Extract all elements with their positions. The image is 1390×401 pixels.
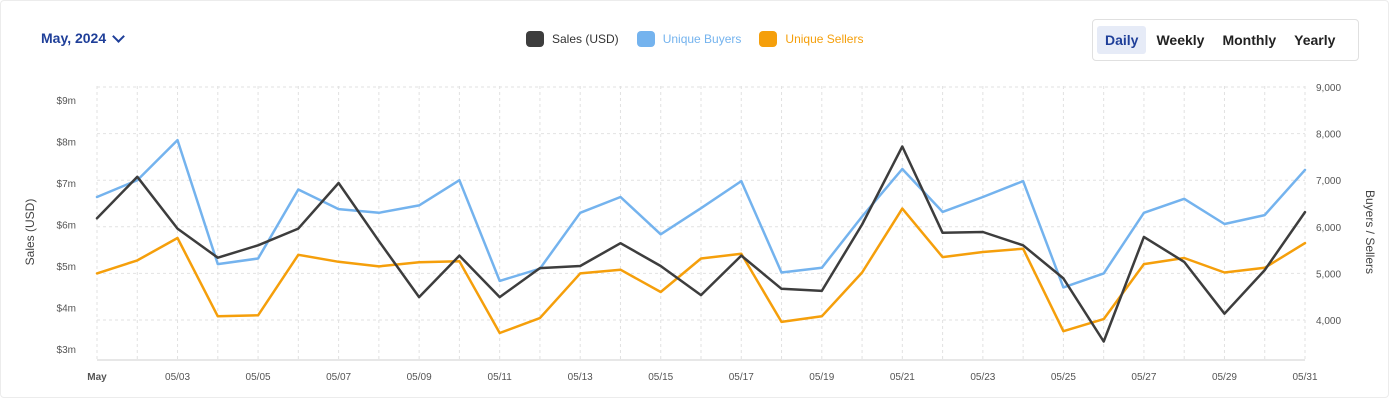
y-right-tick-label: 6,000 (1316, 223, 1341, 234)
x-tick-label: 05/21 (890, 372, 915, 383)
y-left-tick-label: $6m (57, 221, 76, 232)
chart-legend: Sales (USD) Unique Buyers Unique Sellers (526, 31, 863, 47)
tab-weekly[interactable]: Weekly (1156, 32, 1205, 48)
y-left-tick-label: $9m (57, 96, 76, 107)
x-tick-label: 05/17 (729, 372, 754, 383)
series-line-sales (95, 145, 1307, 343)
period-tabs: Daily Weekly Monthly Yearly (1092, 19, 1359, 61)
legend-swatch-sales (526, 31, 544, 47)
x-tick-label: 05/03 (165, 372, 190, 383)
y-left-tick-label: $4m (57, 304, 76, 315)
x-tick-label: 05/11 (488, 372, 513, 383)
x-tick-label: 05/29 (1212, 372, 1237, 383)
legend-label-buyers: Unique Buyers (662, 32, 742, 46)
x-tick-label: 05/05 (246, 372, 271, 383)
legend-item-sellers[interactable]: Unique Sellers (759, 31, 863, 47)
y-right-tick-label: 4,000 (1316, 316, 1341, 327)
y-left-tick-label: $5m (57, 262, 76, 273)
tab-daily[interactable]: Daily (1097, 26, 1147, 54)
x-tick-label: 05/13 (568, 372, 593, 383)
series-line-sellers (95, 207, 1307, 335)
x-tick-label: May (87, 372, 107, 383)
y-right-tick-label: 5,000 (1316, 269, 1341, 280)
x-tick-label: 05/31 (1292, 372, 1317, 383)
x-tick-label: 05/09 (407, 372, 432, 383)
y-right-tick-label: 7,000 (1316, 176, 1341, 187)
x-tick-label: 05/27 (1131, 372, 1156, 383)
month-selector-label: May, 2024 (41, 30, 107, 46)
legend-swatch-buyers (636, 31, 655, 47)
tab-yearly[interactable]: Yearly (1294, 32, 1336, 48)
legend-item-sales[interactable]: Sales (USD) (526, 31, 619, 47)
legend-label-sales: Sales (USD) (552, 32, 619, 46)
y-left-tick-label: $8m (57, 138, 76, 149)
y-left-tick-label: $7m (57, 179, 76, 190)
x-tick-label: 05/07 (326, 372, 351, 383)
x-tick-label: 05/19 (809, 372, 834, 383)
y-left-tick-label: $3m (57, 345, 76, 356)
y-right-tick-label: 9,000 (1316, 83, 1341, 94)
month-selector[interactable]: May, 2024 (41, 29, 125, 46)
legend-swatch-sellers (759, 31, 778, 47)
tab-monthly[interactable]: Monthly (1222, 32, 1277, 48)
y-right-tick-label: 8,000 (1316, 130, 1341, 141)
x-tick-label: 05/15 (648, 372, 673, 383)
legend-item-buyers[interactable]: Unique Buyers (636, 31, 742, 47)
x-tick-label: 05/25 (1051, 372, 1076, 383)
legend-label-sellers: Unique Sellers (785, 32, 864, 46)
series-line-buyers (95, 138, 1307, 289)
x-tick-label: 05/23 (970, 372, 995, 383)
